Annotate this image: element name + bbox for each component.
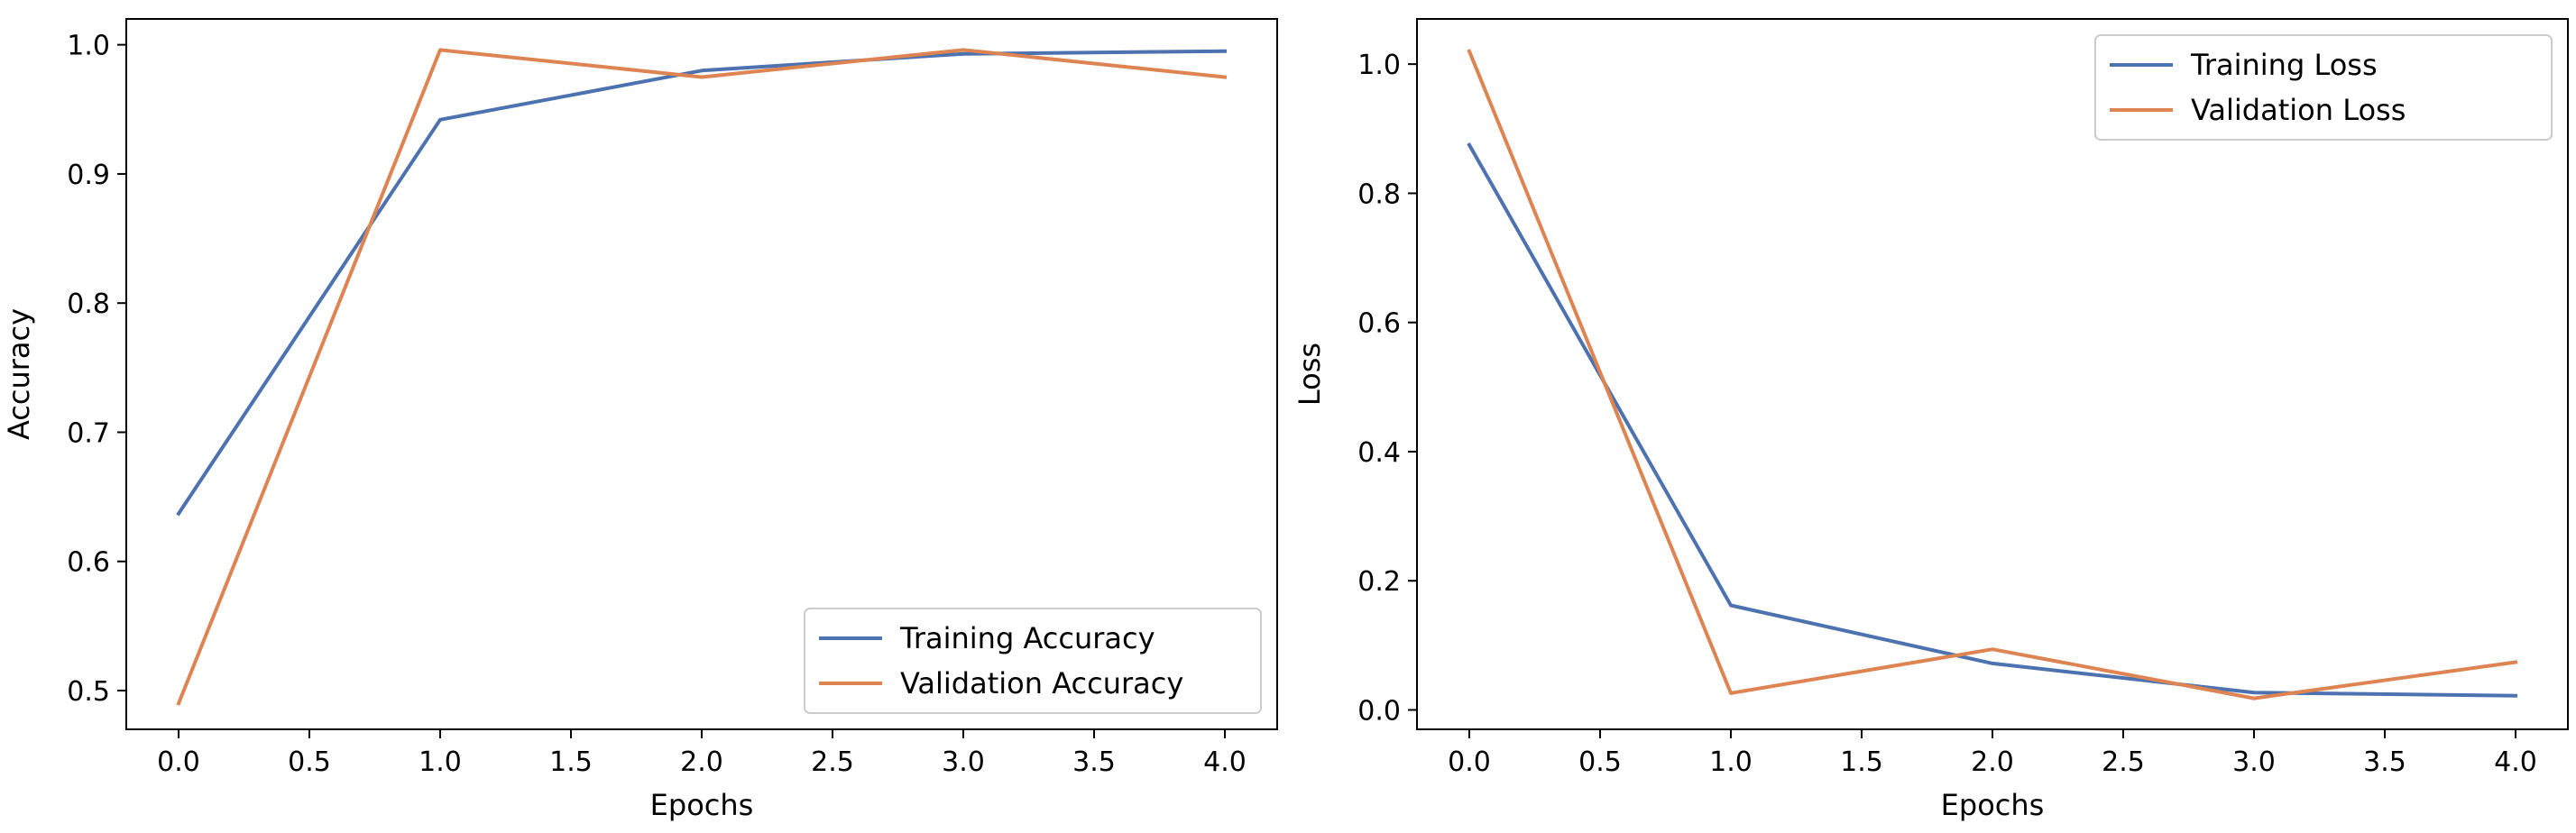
y-axis: 0.0 0.2 0.4 0.6 0.8 1.0: [1357, 50, 1417, 728]
legend-label: Validation Accuracy: [900, 666, 1183, 700]
y-tick-label: 0.8: [1357, 178, 1401, 210]
y-axis: 0.5 0.6 0.7 0.8 0.9 1.0: [67, 31, 126, 708]
subplot-1: 0.0 0.5 1.0 1.5 2.0 2.5 3.0 3.5 4.00.50.60.70.80…: [2, 18, 1278, 822]
y-tick-label: 0.4: [1357, 437, 1401, 469]
x-axis: 0.0 0.5 1.0 1.5 2.0 2.5 3.0 3.5 4.0: [157, 729, 1247, 778]
x-tick-label: 3.5: [1072, 746, 1116, 778]
y-tick-label: 0.6: [67, 547, 110, 579]
x-tick-label: 1.0: [419, 746, 462, 778]
y-tick-label: 1.0: [1357, 50, 1401, 81]
y-tick-label: 0.2: [1357, 566, 1401, 598]
x-tick-label: 3.0: [2232, 746, 2276, 778]
x-tick-label: 1.5: [549, 746, 593, 778]
y-tick-label: 0.5: [67, 676, 110, 708]
legend-box: [2094, 34, 2553, 141]
y-axis-label: Loss: [1293, 343, 1327, 406]
y-tick-label: 0.7: [67, 417, 110, 449]
y-tick-label: 0.8: [67, 288, 110, 320]
x-tick-label: 1.0: [1709, 746, 1753, 778]
x-tick-label: 2.5: [811, 746, 854, 778]
x-tick-label: 0.5: [288, 746, 331, 778]
x-tick-label: 2.5: [2102, 746, 2145, 778]
y-tick-label: 0.6: [1357, 308, 1401, 340]
y-axis-label: Accuracy: [2, 308, 36, 440]
subplot-2: 0.0 0.5 1.0 1.5 2.0 2.5 3.0 3.5 4.00.00.20.40.60…: [1293, 18, 2569, 822]
x-axis-label: Epochs: [650, 788, 754, 822]
x-tick-label: 2.0: [680, 746, 723, 778]
x-tick-label: 1.5: [1840, 746, 1883, 778]
x-tick-label: 3.5: [2363, 746, 2406, 778]
x-axis: 0.0 0.5 1.0 1.5 2.0 2.5 3.0 3.5 4.0: [1448, 729, 2537, 778]
x-tick-label: 0.5: [1578, 746, 1622, 778]
x-tick-label: 4.0: [2494, 746, 2537, 778]
legend: Training Loss Validation Loss: [2094, 34, 2553, 141]
series-line-training-accuracy: [176, 49, 1228, 517]
y-tick-label: 0.9: [67, 160, 110, 191]
y-tick-label: 1.0: [67, 31, 110, 62]
x-tick-label: 0.0: [1448, 746, 1491, 778]
x-tick-label: 4.0: [1203, 746, 1247, 778]
legend-label: Validation Loss: [2191, 93, 2406, 127]
legend: Training Accuracy Validation Accuracy: [804, 608, 1262, 714]
y-tick-label: 0.0: [1357, 696, 1401, 728]
series-line-validation-accuracy: [176, 48, 1228, 706]
legend-label: Training Loss: [2190, 48, 2378, 82]
series-line-training-loss: [1467, 142, 2518, 698]
x-tick-label: 0.0: [157, 746, 200, 778]
x-tick-label: 3.0: [942, 746, 985, 778]
legend-box: [804, 608, 1262, 714]
legend-label: Training Accuracy: [899, 621, 1155, 655]
x-axis-label: Epochs: [1941, 788, 2045, 822]
series-line-validation-loss: [1467, 49, 2518, 700]
x-tick-label: 2.0: [1971, 746, 2014, 778]
